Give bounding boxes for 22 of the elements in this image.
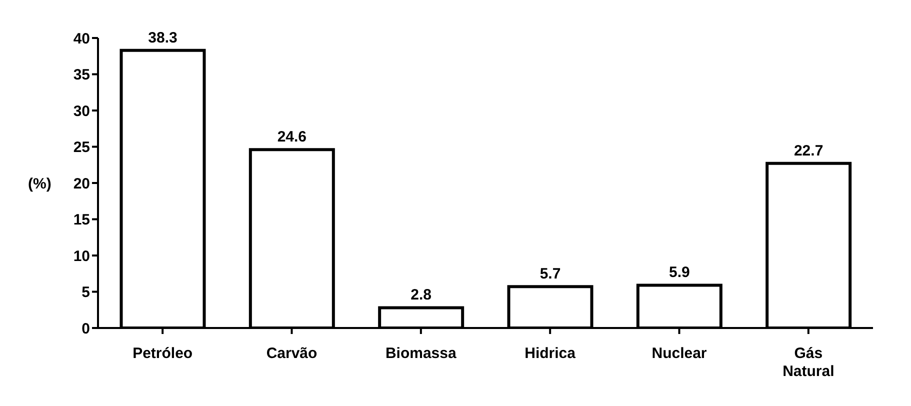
x-tick-label: Petróleo <box>132 345 193 362</box>
x-tick-label: Carvão <box>266 345 318 362</box>
data-label: 2.8 <box>410 286 432 304</box>
data-label: 5.7 <box>540 266 561 283</box>
y-axis-title: (%) <box>28 175 52 192</box>
y-tick-label: 10 <box>73 248 90 265</box>
x-tick-label: Gás Natural <box>782 345 834 380</box>
y-tick-label: 0 <box>82 320 90 338</box>
y-tick-label: 20 <box>73 175 90 192</box>
y-tick-label: 15 <box>73 212 90 229</box>
data-label: 38.3 <box>148 29 178 46</box>
data-label: 22.7 <box>794 142 824 160</box>
y-tick-label: 40 <box>73 30 90 48</box>
x-tick-label: Nuclear <box>652 345 707 362</box>
y-tick-label: 30 <box>73 102 90 120</box>
x-tick-label: Biomassa <box>385 345 458 362</box>
data-label: 24.6 <box>277 128 307 146</box>
y-tick-label: 5 <box>82 284 90 302</box>
x-tick-label: Hidrica <box>524 345 576 362</box>
y-tick-label: 25 <box>73 139 90 156</box>
y-tick-label: 35 <box>73 66 90 84</box>
data-label: 5.9 <box>668 264 690 282</box>
